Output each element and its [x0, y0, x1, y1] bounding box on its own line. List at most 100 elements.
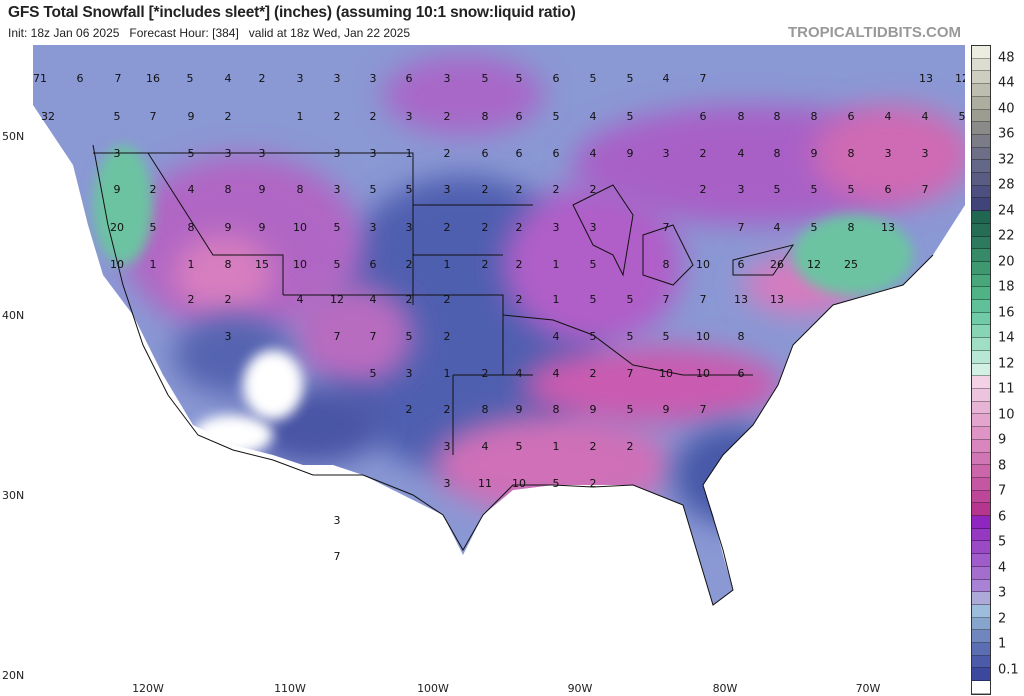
colorbar-cell	[972, 579, 990, 593]
colorbar-cell	[972, 134, 990, 148]
snowfall-value: 6	[406, 72, 413, 85]
snowfall-value: 7	[334, 550, 341, 563]
colorbar-label: 3	[998, 585, 1007, 601]
snowfall-value: 9	[627, 147, 634, 160]
snowfall-value: 5	[627, 330, 634, 343]
snowfall-value: 5	[516, 72, 523, 85]
snowfall-value: 4	[885, 110, 892, 123]
snowfall-value: 7	[627, 367, 634, 380]
snowfall-value: 7	[700, 293, 707, 306]
snowfall-value: 5	[150, 221, 157, 234]
snowfall-value: 6	[738, 258, 745, 271]
snowfall-value: 2	[259, 72, 266, 85]
snowfall-value: 2	[444, 330, 451, 343]
snowfall-value: 2	[516, 221, 523, 234]
colorbar-cell	[972, 122, 990, 135]
snowfall-value: 8	[553, 403, 560, 416]
colorbar-label: 0.1	[998, 662, 1019, 677]
snowfall-value: 6	[77, 72, 84, 85]
colorbar-label: 48	[998, 50, 1015, 66]
snowfall-value: 3	[406, 221, 413, 234]
snowfall-value: 13	[881, 221, 895, 234]
colorbar-label: 2	[998, 611, 1007, 627]
colorbar-cell	[972, 249, 990, 262]
colorbar-cell	[972, 414, 990, 428]
snowfall-value: 2	[482, 258, 489, 271]
colorbar-label: 9	[998, 432, 1007, 448]
colorbar-label: 4	[998, 560, 1007, 576]
snowfall-value: 4	[590, 110, 597, 123]
snowfall-value: 3	[334, 183, 341, 196]
colorbar-label: 1	[998, 636, 1007, 652]
colorbar-cell	[972, 236, 990, 250]
snowfall-value: 5	[590, 72, 597, 85]
snowfall-value: 3	[334, 72, 341, 85]
snowfall-value: 1	[297, 110, 304, 123]
snowfall-value: 6	[516, 110, 523, 123]
snowfall-value: 13	[734, 293, 748, 306]
snowfall-value: 3	[370, 147, 377, 160]
colorbar-cell	[972, 96, 990, 110]
snowfall-value: 2	[700, 183, 707, 196]
snowfall-value: 10	[293, 221, 307, 234]
colorbar-cell	[972, 490, 990, 504]
snowfall-value: 5	[811, 221, 818, 234]
snowfall-value: 5	[590, 293, 597, 306]
snowfall-value: 4	[590, 147, 597, 160]
snowfall-value: 10	[512, 477, 526, 490]
colorbar-cell	[972, 46, 990, 59]
snowfall-value: 2	[553, 183, 560, 196]
snowfall-value: 6	[482, 147, 489, 160]
colorbar-cell	[972, 617, 990, 631]
snowfall-value: 10	[696, 258, 710, 271]
snowfall-value: 3	[370, 72, 377, 85]
colorbar-label: 18	[998, 279, 1015, 295]
snowfall-value: 2	[516, 258, 523, 271]
snowfall-value: 5	[334, 221, 341, 234]
snowfall-value: 7	[700, 403, 707, 416]
snowfall-value: 2	[516, 293, 523, 306]
snowfall-value: 6	[885, 183, 892, 196]
snowfall-value: 2	[225, 293, 232, 306]
colorbar-cell	[972, 655, 990, 669]
colorbar-label: 14	[998, 330, 1015, 346]
snowfall-value: 7	[922, 183, 929, 196]
snowfall-value: 8	[482, 110, 489, 123]
snowfall-value: 12	[330, 293, 344, 306]
colorbar-label: 40	[998, 101, 1015, 117]
colorbar-label: 22	[998, 228, 1015, 244]
snowfall-value: 3	[225, 330, 232, 343]
snowfall-value: 12	[955, 72, 965, 85]
colorbar-cell	[972, 198, 990, 212]
snowfall-value: 2	[627, 440, 634, 453]
snowfall-value: 4	[225, 72, 232, 85]
snowfall-map: 7167165423336355655471312325792122328654…	[33, 45, 965, 678]
snowfall-value: 2	[225, 110, 232, 123]
colorbar-cell	[972, 439, 990, 453]
snowfall-value: 8	[188, 221, 195, 234]
colorbar-cell	[972, 274, 990, 288]
snowfall-value: 8	[811, 110, 818, 123]
snowfall-value: 5	[370, 367, 377, 380]
colorbar-label: 36	[998, 126, 1015, 142]
colorbar-label: 12	[998, 356, 1015, 372]
snowfall-value: 2	[406, 403, 413, 416]
snowfall-value: 3	[225, 147, 232, 160]
snowfall-value: 11	[478, 477, 492, 490]
snowfall-value: 4	[663, 72, 670, 85]
snowfall-value: 5	[627, 293, 634, 306]
colorbar-cell	[972, 350, 990, 364]
snowfall-value: 13	[770, 293, 784, 306]
snowfall-value: 10	[696, 367, 710, 380]
lat-label-40n: 40N	[2, 309, 25, 322]
lon-label-100w: 100W	[417, 682, 449, 695]
colorbar-cell	[972, 211, 990, 224]
snowfall-value: 2	[516, 183, 523, 196]
lon-label-110w: 110W	[274, 682, 306, 695]
snowfall-value: 2	[700, 147, 707, 160]
snowfall-value: 5	[187, 72, 194, 85]
snowfall-value: 8	[482, 403, 489, 416]
snowfall-value: 4	[922, 110, 929, 123]
snowfall-value: 9	[259, 183, 266, 196]
snowfall-value: 2	[444, 403, 451, 416]
